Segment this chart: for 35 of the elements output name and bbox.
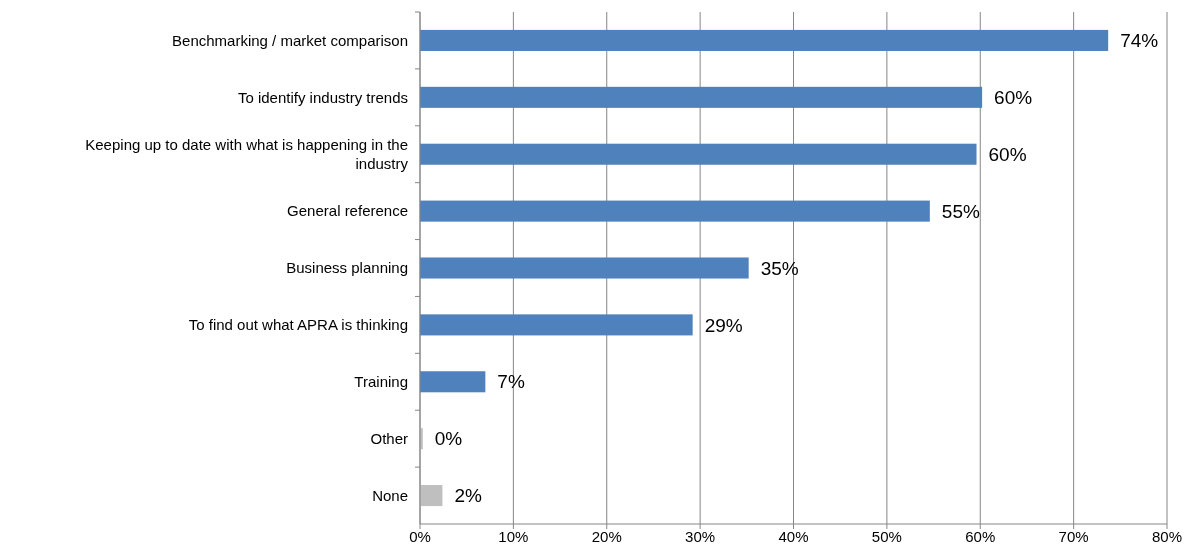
data-label: 74%: [1120, 30, 1159, 52]
y-tick-label: Keeping up to date with what is happening in the industry: [85, 135, 409, 172]
y-tick-label: Training: [354, 373, 408, 391]
bar: [420, 29, 1109, 51]
x-tick-label: 40%: [778, 528, 809, 545]
x-tick-label: 0%: [409, 528, 431, 545]
x-tick-label: 10%: [498, 528, 529, 545]
x-tick-label: 50%: [871, 528, 902, 545]
data-label: 29%: [704, 314, 743, 336]
bar: [420, 485, 443, 507]
x-tick-label: 30%: [685, 528, 716, 545]
y-tick-label: To identify industry trends: [237, 88, 408, 106]
x-tick-label: 70%: [1058, 528, 1089, 545]
data-label: 0%: [434, 428, 463, 450]
x-tick-label: 60%: [965, 528, 996, 545]
x-tick-label: 20%: [591, 528, 622, 545]
bar: [420, 86, 983, 108]
data-label: 7%: [497, 371, 525, 393]
data-label: 2%: [454, 485, 482, 507]
data-label: 60%: [994, 86, 1033, 108]
y-tick-label: To find out what APRA is thinking: [188, 316, 408, 334]
y-tick-label: Benchmarking / market comparison: [172, 31, 408, 49]
y-tick-label: None: [372, 486, 408, 504]
y-tick-label: Other: [370, 429, 408, 447]
bar: [420, 371, 486, 393]
bar: [420, 200, 930, 222]
bar: [420, 257, 749, 279]
bar: [420, 143, 977, 165]
y-tick-label: General reference: [287, 202, 408, 220]
data-label: 55%: [941, 200, 980, 222]
x-tick-label: 80%: [1151, 528, 1183, 545]
bar: [420, 314, 693, 336]
y-tick-label: Business planning: [286, 259, 408, 277]
data-label: 60%: [988, 143, 1027, 165]
data-label: 35%: [760, 257, 799, 279]
